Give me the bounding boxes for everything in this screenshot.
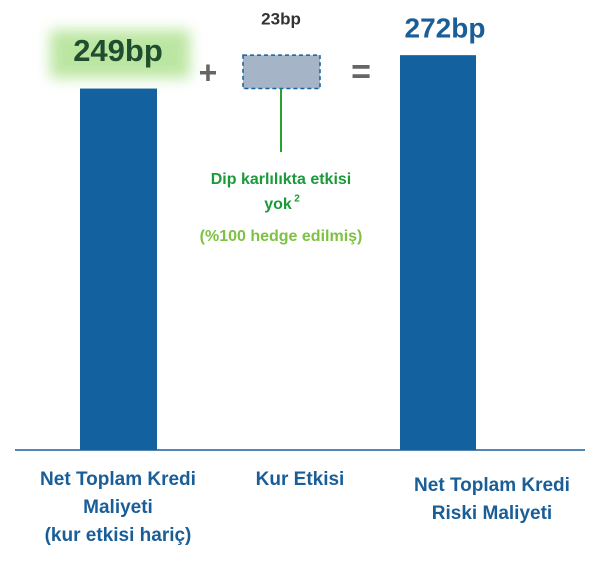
bar (400, 55, 476, 451)
footnote-mark: 2 (294, 194, 300, 205)
value-label: 23bp (261, 9, 301, 28)
annotation: (%100 hedge edilmiş) (200, 228, 363, 245)
operator: + (199, 54, 218, 90)
floating-bar (242, 54, 321, 90)
category-label: Net Toplam Kredi Riski Maliyeti (414, 475, 570, 524)
value-label: 249bp (73, 33, 163, 68)
label-glow (50, 30, 190, 78)
annotation: Dip karlılıkta etkisi (211, 171, 352, 188)
operator: = (351, 53, 371, 91)
annotation: yok (264, 196, 292, 213)
category-label: Net Toplam Kredi Maliyeti (kur etkisi ha… (40, 469, 196, 546)
value-label: 272bp (405, 12, 486, 43)
category-label: Kur Etkisi (255, 469, 345, 490)
bar (80, 88, 157, 450)
